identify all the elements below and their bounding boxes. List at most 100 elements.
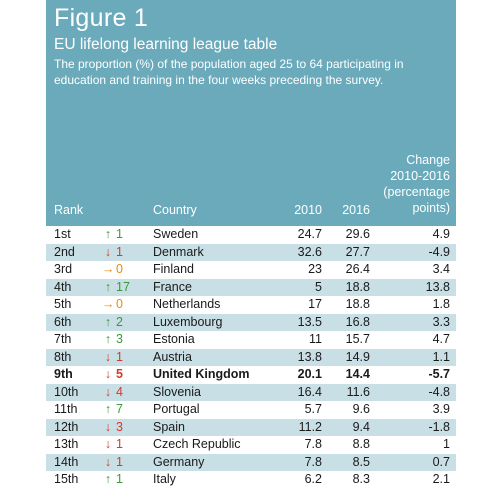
movement-value: 1	[116, 454, 123, 469]
arrow-up-icon: ↑	[104, 314, 112, 329]
arrow-right-icon: →	[102, 297, 115, 311]
table-row: 11th ↑ 7 Portugal 5.7 9.6 3.9	[46, 401, 456, 419]
rank-cell: 3rd	[54, 262, 73, 276]
value-2016-cell: 8.3	[352, 472, 370, 486]
arrow-up-icon: ↑	[104, 472, 112, 486]
rank-cell: 2nd	[54, 244, 75, 259]
value-2016-cell: 9.4	[352, 419, 370, 434]
change-header-line: 2010-2016	[390, 169, 450, 183]
arrow-up-icon: ↑	[104, 332, 112, 346]
change-cell: 13.8	[425, 279, 450, 294]
value-2010-cell: 32.6	[297, 244, 322, 259]
table-row: 15th ↑ 1 Italy 6.2 8.3 2.1	[46, 471, 456, 489]
country-cell: Luxembourg	[153, 314, 223, 329]
column-header-2016: 2016	[342, 203, 370, 217]
value-2016-cell: 18.8	[345, 279, 370, 294]
arrow-down-icon: ↓	[104, 384, 112, 399]
rank-cell: 12th	[54, 419, 79, 434]
movement-value: 5	[116, 367, 123, 381]
movement-cell: ↑ 1	[102, 471, 123, 489]
column-header-rank: Rank	[54, 203, 84, 217]
country-cell: France	[153, 279, 192, 294]
movement-value: 0	[116, 262, 123, 276]
movement-value: 0	[116, 297, 123, 311]
change-cell: -1.8	[428, 419, 450, 434]
table-row: 9th ↓ 5 United Kingdom 20.1 14.4 -5.7	[46, 366, 456, 384]
movement-cell: ↑ 7	[102, 401, 123, 419]
value-2010-cell: 20.1	[297, 367, 322, 381]
rank-cell: 1st	[54, 227, 71, 241]
country-cell: Austria	[153, 349, 192, 364]
value-2010-cell: 7.8	[304, 437, 322, 451]
rank-cell: 8th	[54, 349, 72, 364]
figure-subtitle: EU lifelong learning league table	[54, 36, 278, 53]
change-cell: 1.1	[432, 349, 450, 364]
value-2010-cell: 13.5	[297, 314, 322, 329]
movement-value: 1	[116, 349, 123, 364]
value-2010-cell: 23	[308, 262, 322, 276]
movement-cell: → 0	[102, 261, 123, 279]
value-2016-cell: 15.7	[345, 332, 370, 346]
table-row: 10th ↓ 4 Slovenia 16.4 11.6 -4.8	[46, 383, 456, 401]
change-cell: 4.7	[432, 332, 450, 346]
arrow-up-icon: ↑	[104, 402, 112, 416]
country-cell: Portugal	[153, 402, 200, 416]
change-cell: -4.8	[428, 384, 450, 399]
value-2016-cell: 16.8	[345, 314, 370, 329]
arrow-down-icon: ↓	[104, 349, 112, 364]
country-cell: Sweden	[153, 227, 199, 241]
movement-cell: ↑ 1	[102, 226, 123, 244]
movement-cell: ↓ 5	[102, 366, 123, 384]
column-header-change: Change 2010-2016 (percentage points)	[372, 152, 450, 216]
movement-cell: ↓ 1	[102, 454, 123, 472]
country-cell: Czech Republic	[153, 437, 241, 451]
change-cell: 4.9	[432, 227, 450, 241]
value-2016-cell: 27.7	[345, 244, 370, 259]
rank-cell: 14th	[54, 454, 79, 469]
movement-value: 1	[116, 227, 123, 241]
arrow-up-icon: ↑	[104, 279, 112, 294]
column-header-2010: 2010	[294, 203, 322, 217]
value-2010-cell: 11	[309, 332, 322, 346]
table-row: 6th ↑ 2 Luxembourg 13.5 16.8 3.3	[46, 313, 456, 332]
value-2016-cell: 14.4	[345, 367, 370, 381]
change-cell: 2.1	[432, 472, 450, 486]
table-row: 5th → 0 Netherlands 17 18.8 1.8	[46, 296, 456, 314]
figure-panel: Figure 1 EU lifelong learning league tab…	[46, 0, 456, 500]
country-cell: Italy	[153, 472, 176, 486]
change-cell: -4.9	[428, 244, 450, 259]
arrow-right-icon: →	[102, 262, 115, 276]
movement-cell: ↓ 1	[102, 436, 123, 454]
movement-value: 3	[116, 332, 123, 346]
movement-cell: ↑ 2	[102, 314, 123, 332]
value-2010-cell: 5.7	[304, 402, 322, 416]
change-cell: -5.7	[428, 367, 450, 381]
rank-cell: 9th	[54, 367, 73, 381]
country-cell: Finland	[153, 262, 194, 276]
figure-title: Figure 1	[54, 4, 149, 32]
change-cell: 3.3	[432, 314, 450, 329]
figure-description: The proportion (%) of the population age…	[54, 57, 404, 87]
table-row: 2nd ↓ 1 Denmark 32.6 27.7 -4.9	[46, 243, 456, 261]
value-2010-cell: 17	[308, 297, 322, 311]
movement-value: 3	[116, 419, 123, 434]
value-2016-cell: 29.6	[345, 227, 370, 241]
value-2010-cell: 6.2	[304, 472, 322, 486]
country-cell: Estonia	[153, 332, 195, 346]
movement-cell: ↓ 1	[102, 349, 123, 367]
change-cell: 3.4	[432, 262, 450, 276]
country-cell: Slovenia	[153, 384, 201, 399]
table-row: 8th ↓ 1 Austria 13.8 14.9 1.1	[46, 348, 456, 367]
rank-cell: 11th	[54, 402, 78, 416]
value-2016-cell: 18.8	[345, 297, 370, 311]
arrow-up-icon: ↑	[104, 227, 112, 241]
movement-cell: ↓ 3	[102, 419, 123, 437]
value-2016-cell: 11.6	[346, 384, 370, 399]
rank-cell: 15th	[54, 472, 79, 486]
movement-cell: ↑ 17	[102, 279, 130, 297]
movement-value: 1	[116, 437, 123, 451]
value-2010-cell: 16.4	[297, 384, 322, 399]
movement-value: 4	[116, 384, 123, 399]
movement-value: 1	[116, 472, 123, 486]
table-row: 1st ↑ 1 Sweden 24.7 29.6 4.9	[46, 226, 456, 244]
